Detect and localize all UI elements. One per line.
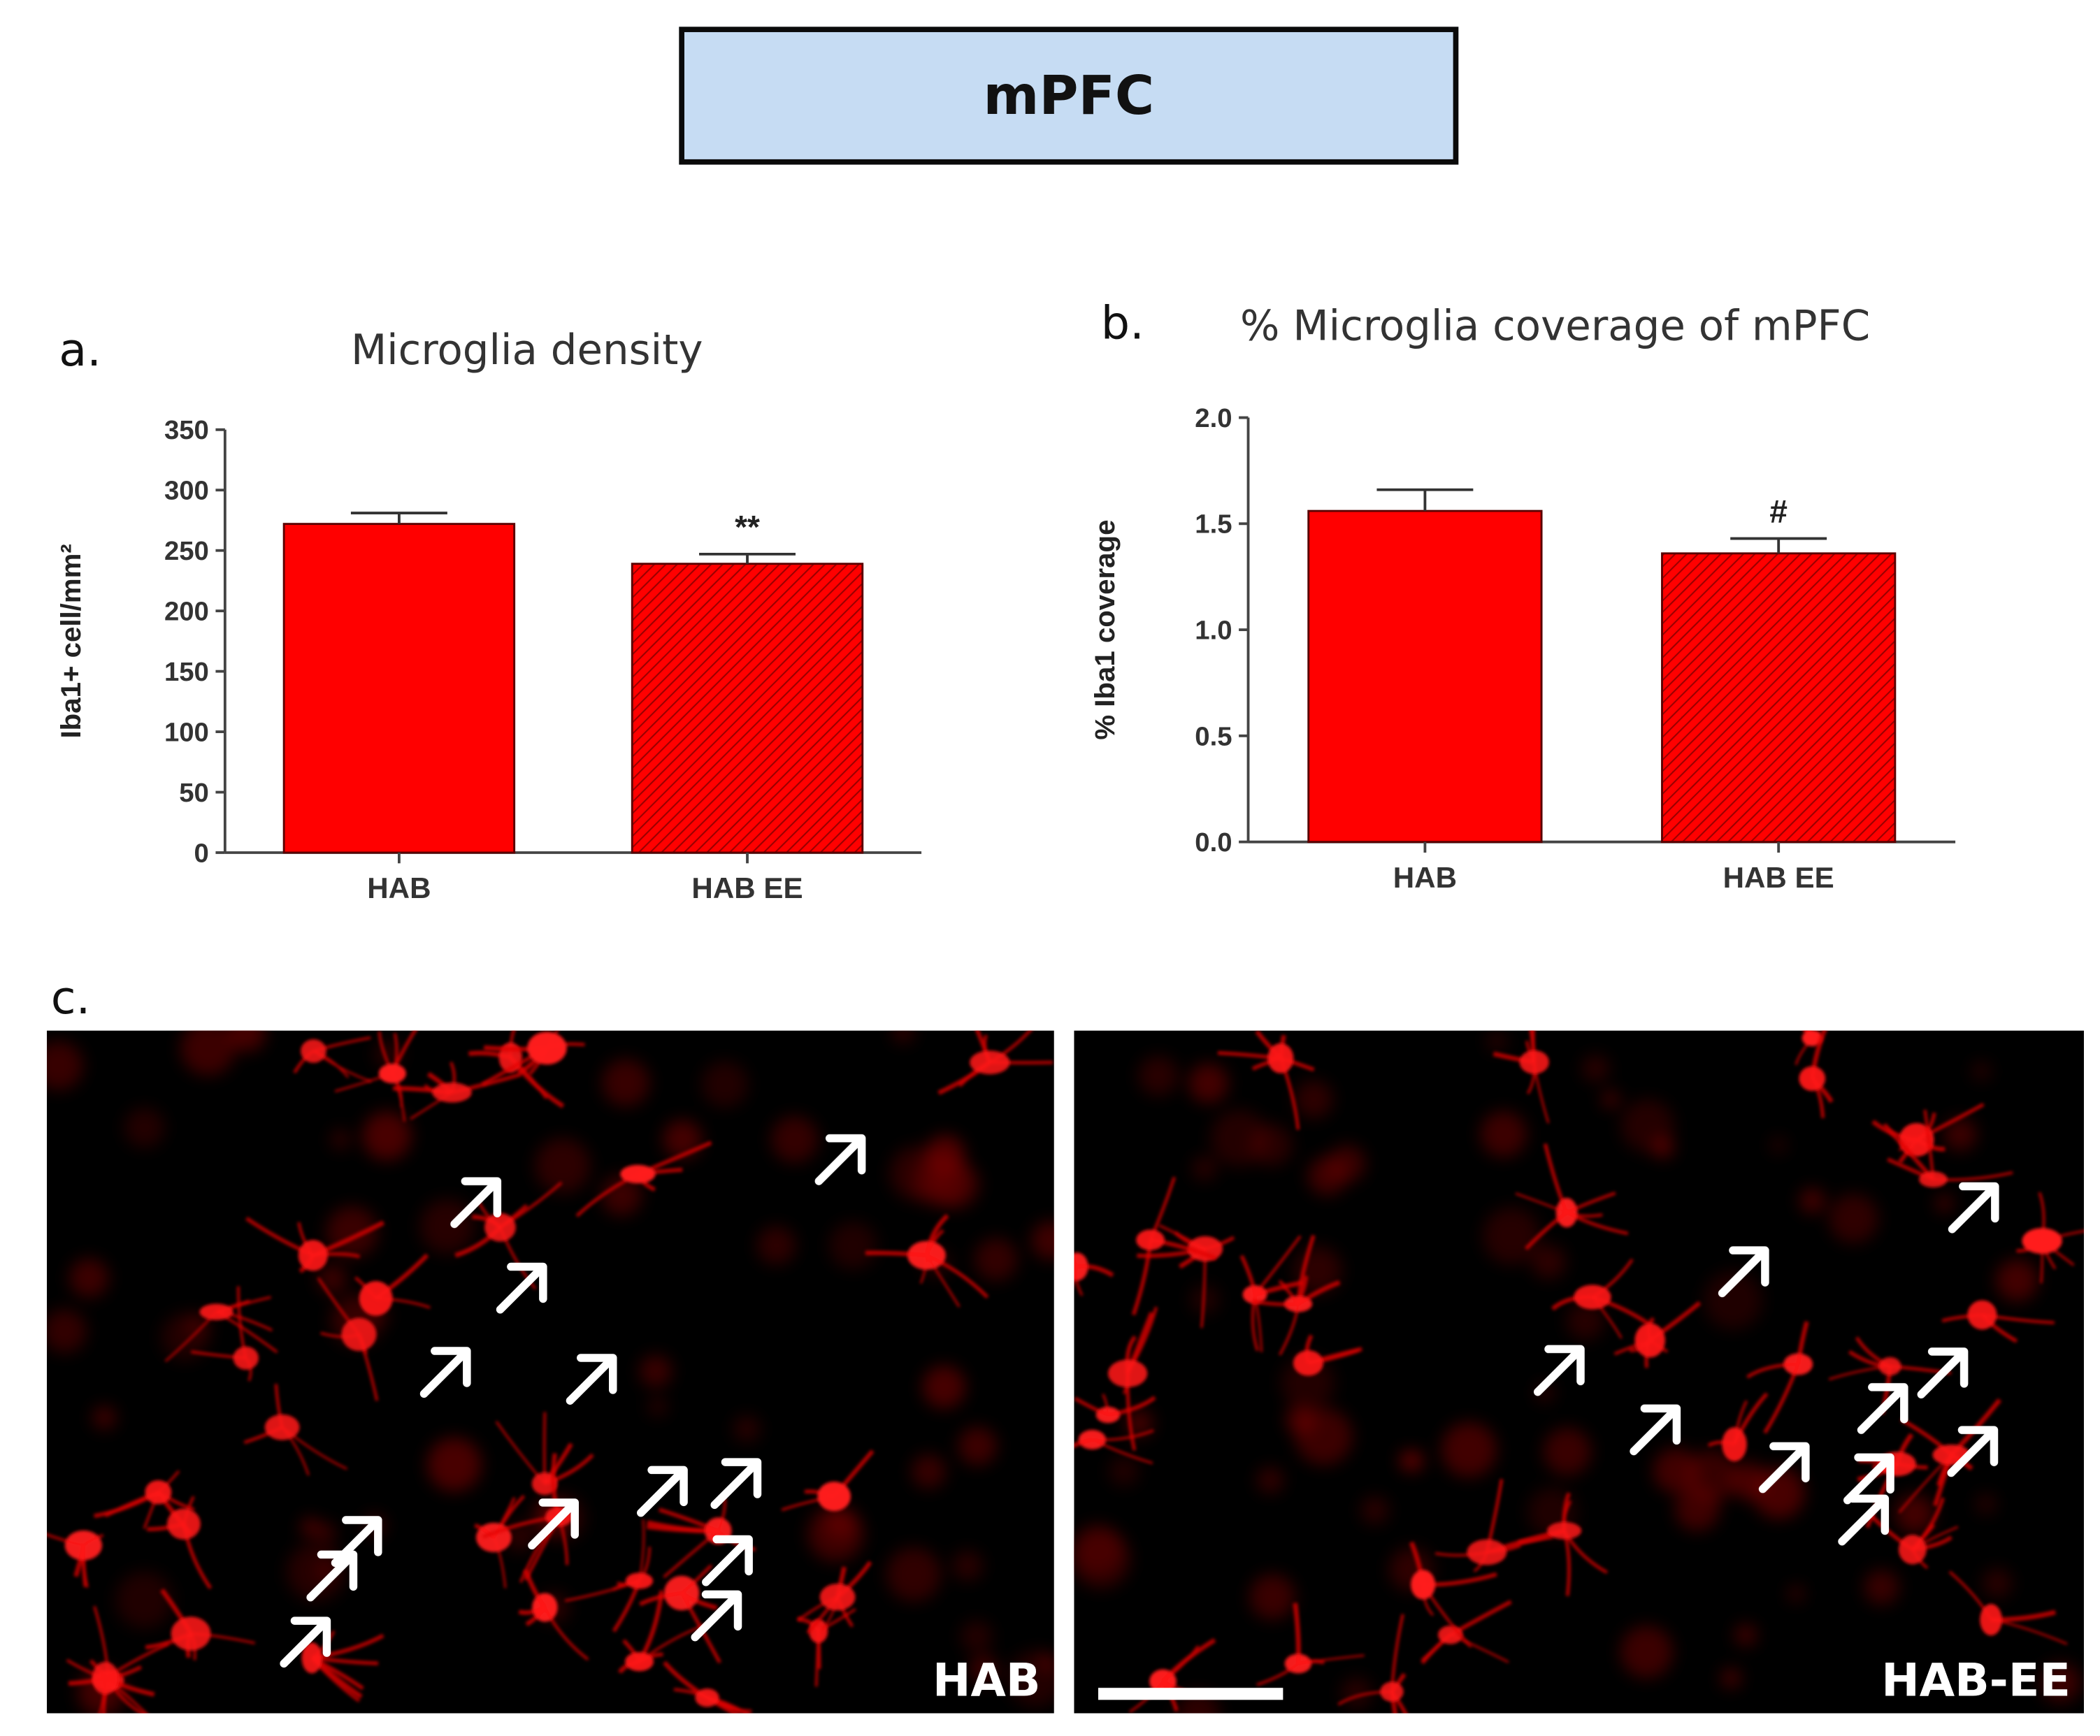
x-tick-label: HAB [367, 871, 431, 904]
arrow-icon [814, 1134, 866, 1185]
chart-a-title: Microglia density [350, 326, 703, 375]
arrow-icon [419, 1347, 471, 1398]
micrograph-hab-label: HAB [932, 1654, 1041, 1708]
y-tick-label: 200 [164, 597, 209, 627]
micrograph-hab: HAB [47, 1030, 1054, 1714]
significance-marker: ** [735, 509, 760, 545]
y-axis-label: % Iba1 coverage [1089, 520, 1121, 740]
arrow-icon [496, 1262, 547, 1314]
microglia-cells [1074, 1030, 2084, 1714]
arrow-markers [280, 1134, 866, 1668]
y-tick-label: 350 [164, 415, 209, 445]
arrow-icon [331, 1516, 382, 1568]
chart-a: 0 50 100 150 200 250 300 350 Iba1+ cell/mm² HAB **… [55, 415, 922, 904]
significance-marker: # [1769, 493, 1788, 530]
arrow-icon [637, 1466, 688, 1517]
y-tick-label: 1.0 [1195, 616, 1232, 646]
arrow-icon [1857, 1383, 1908, 1434]
arrow-icon [566, 1354, 617, 1405]
arrow-icon [1917, 1347, 1969, 1398]
background-glow [47, 1030, 1054, 1714]
arrow-icon [1947, 1426, 1999, 1477]
panel-b-label: b. [1100, 297, 1144, 351]
arrow-icon [1758, 1442, 1810, 1493]
figure-title: mPFC [983, 64, 1155, 126]
y-tick-label: 150 [164, 657, 209, 687]
x-tick-label: HAB EE [1723, 861, 1834, 894]
x-tick-label: HAB [1393, 861, 1457, 894]
y-tick-label: 300 [164, 476, 209, 506]
arrow-markers [1533, 1182, 1999, 1546]
bar-hab-ee [631, 563, 864, 854]
y-tick-label: 0.0 [1195, 827, 1232, 858]
arrow-icon [1948, 1182, 1999, 1234]
chart-b: 0.0 0.5 1.0 1.5 2.0 % Iba1 coverage HAB # HAB EE [1089, 403, 1956, 894]
background-glow [1074, 1031, 2080, 1714]
arrow-icon [306, 1550, 358, 1602]
arrow-icon [1630, 1404, 1681, 1456]
figure-title-box: mPFC [679, 27, 1459, 165]
arrow-icon [1533, 1345, 1585, 1396]
arrow-icon [528, 1498, 579, 1550]
arrow-icon [1718, 1246, 1769, 1298]
arrow-icon [1843, 1453, 1894, 1505]
chart-b-title: % Microglia coverage of mPFC [1240, 302, 1871, 351]
arrow-icon [450, 1177, 502, 1229]
micrograph-hab-ee-label: HAB-EE [1881, 1654, 2071, 1708]
arrow-icon [280, 1616, 331, 1668]
bar-hab [1307, 509, 1543, 844]
bar-hab-ee [1661, 552, 1897, 844]
y-tick-label: 1.5 [1195, 509, 1232, 540]
y-tick-label: 0.5 [1195, 721, 1232, 751]
y-tick-label: 0 [194, 838, 209, 868]
y-tick-label: 100 [164, 717, 209, 747]
micrograph-hab-ee: HAB-EE [1074, 1030, 2084, 1714]
arrow-icon [1838, 1494, 1890, 1546]
arrow-icon [710, 1458, 762, 1510]
arrow-icon [702, 1535, 753, 1586]
scale-bar [1098, 1688, 1283, 1700]
panel-a-label: a. [59, 324, 101, 378]
microglia-cells [47, 1030, 1053, 1714]
panel-c-label: c. [50, 971, 91, 1026]
y-axis-label: Iba1+ cell/mm² [55, 544, 87, 738]
micrograph-hab-ee-canvas [1074, 1030, 2084, 1714]
bar-hab [282, 523, 516, 854]
x-tick-label: HAB EE [691, 871, 803, 904]
arrow-icon [691, 1590, 742, 1642]
micrograph-hab-canvas [47, 1030, 1054, 1714]
y-tick-label: 50 [179, 778, 209, 808]
y-tick-label: 2.0 [1195, 403, 1232, 433]
y-tick-label: 250 [164, 536, 209, 566]
